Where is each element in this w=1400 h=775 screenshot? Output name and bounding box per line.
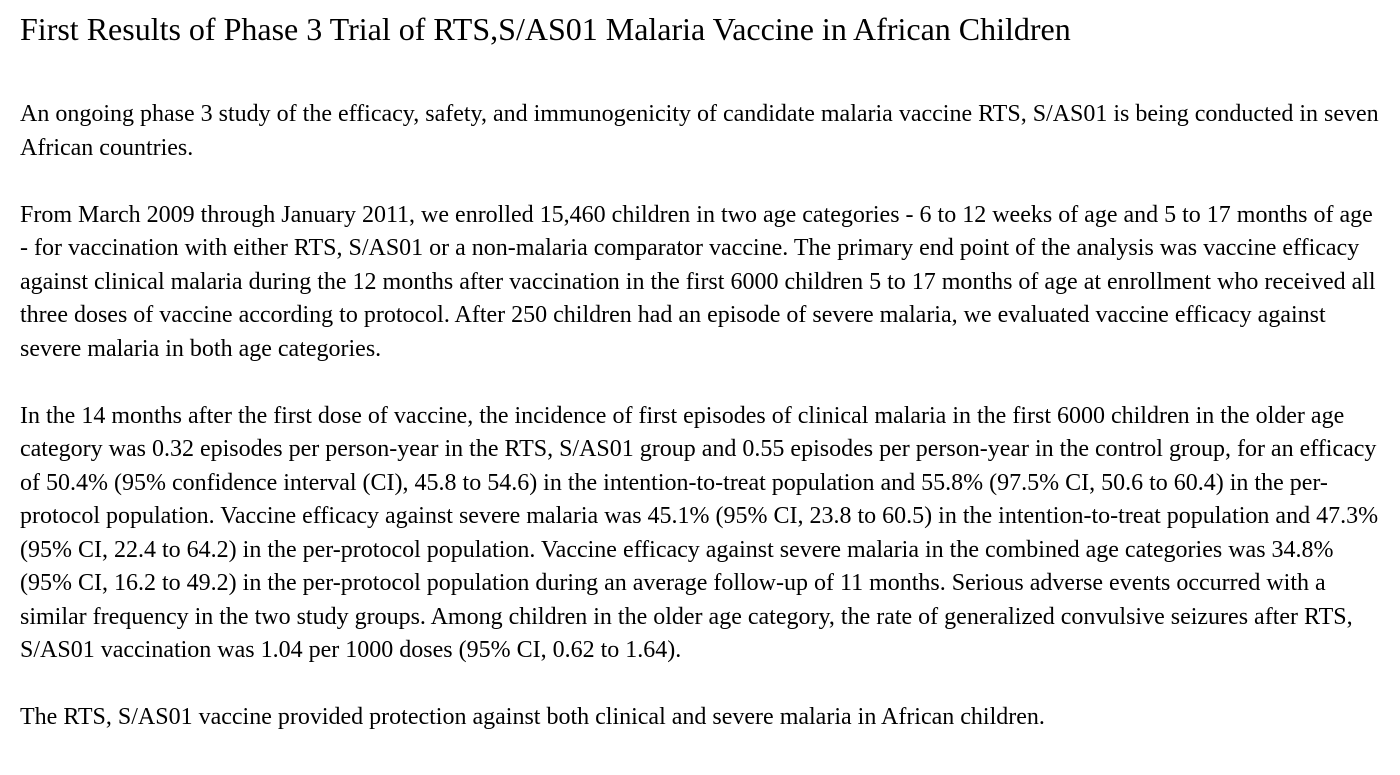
- abstract-paragraph-methods: From March 2009 through January 2011, we…: [20, 201, 1376, 362]
- document-title: First Results of Phase 3 Trial of RTS,S/…: [20, 11, 1071, 47]
- abstract-paragraph-results: In the 14 months after the first dose of…: [20, 402, 1379, 664]
- abstract-paragraph-background: An ongoing phase 3 study of the efficacy…: [20, 101, 1379, 161]
- abstract-paragraph-conclusions: The RTS, S/AS01 vaccine provided protect…: [20, 704, 1045, 730]
